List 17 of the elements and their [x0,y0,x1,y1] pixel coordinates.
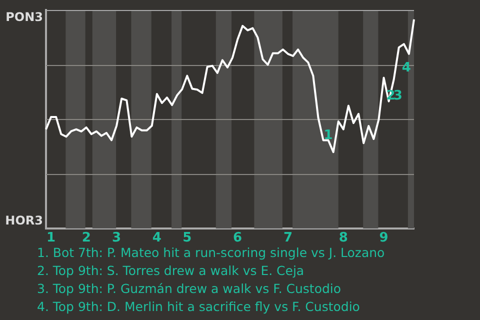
x-tick-label: 7 [283,230,292,246]
text: 3. Top 9th: P. Guzmán drew a walk vs F. Custodio [37,280,342,298]
text: 2. Top 9th: S. Torres drew a walk vs E. Ceja [37,262,306,280]
text: 4. Top 9th: D. Merlin hit a sacrifice fly vs F. Custodio [37,298,361,316]
text: PON3 [6,10,43,24]
x-tick-label: 1 [46,230,56,246]
x-tick-label: 2 [82,230,91,246]
x-tick-label: 3 [112,230,122,246]
annotation: 3 [393,88,402,104]
x-tick-label: 4 [152,230,162,246]
x-tick-label: 6 [233,230,242,246]
text: 1. Bot 7th: P. Mateo hit a run-scoring single vs J. Lozano [37,244,385,262]
x-tick-label: 9 [379,230,388,246]
x-tick-label: 5 [182,230,192,246]
text: HOR3 [5,214,43,228]
annotation: 1 [324,128,333,143]
x-tick-label: 8 [338,230,348,246]
